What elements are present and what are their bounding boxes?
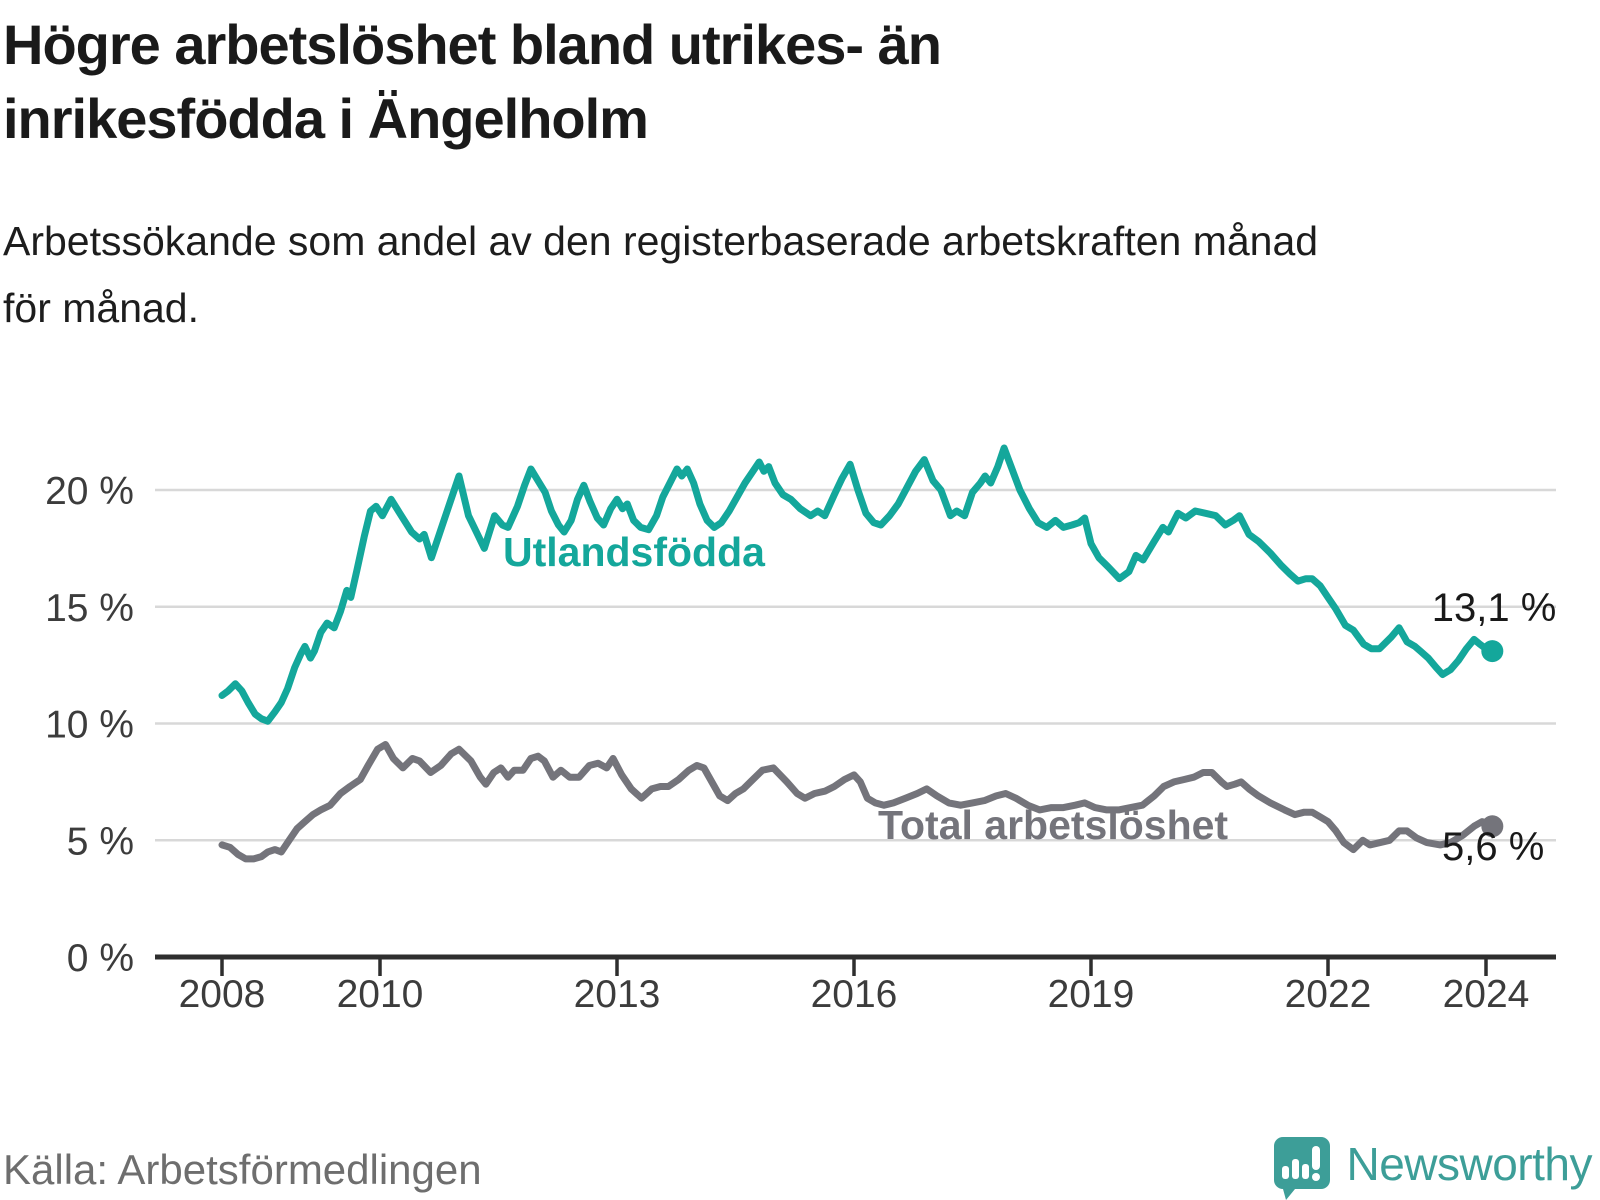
end-dot-utlandsfodda (1481, 640, 1504, 663)
x-axis-label-2013: 2013 (574, 973, 661, 1016)
x-axis-label-2010: 2010 (337, 973, 424, 1016)
source-note: Källa: Arbetsförmedlingen (3, 1146, 482, 1193)
x-axis-label-2024: 2024 (1443, 973, 1530, 1016)
series-label-total-arbetsloshet: Total arbetslöshet (878, 802, 1228, 848)
x-axis-label-2016: 2016 (811, 973, 898, 1016)
title-line-2: inrikesfödda i Ängelholm (3, 87, 649, 150)
chart-subtitle: Arbetssökande som andel av den registerb… (3, 208, 1563, 342)
brand-name: Newsworthy (1346, 1138, 1592, 1190)
series-line-utlandsfodda (218, 444, 1496, 725)
title-line-1: Högre arbetslöshet bland utrikes- än (3, 13, 942, 76)
y-axis-label-0: 0 % (67, 937, 134, 980)
y-axis-label-20: 20 % (45, 470, 134, 513)
subtitle-line-1: Arbetssökande som andel av den registerb… (3, 218, 1319, 264)
end-value-label-utlandsfodda: 13,1 % (1432, 586, 1557, 630)
y-axis-label-10: 10 % (45, 704, 134, 747)
y-axis-label-15: 15 % (45, 587, 134, 630)
series-label-utlandsfodda: Utlandsfödda (503, 529, 766, 575)
series-line-total-arbetsloshet (218, 741, 1496, 863)
x-axis-label-2008: 2008 (179, 973, 266, 1016)
subtitle-line-2: för månad. (3, 285, 199, 331)
end-dot-total-arbetsloshet (1481, 815, 1504, 838)
unemployment-line-chart: 0 % 5 % 10 % 15 % 20 % 2008 2010 2013 2016 2019 20… (45, 444, 1557, 1016)
y-axis-label-5: 5 % (67, 820, 134, 863)
newsworthy-brand: Newsworthy (1270, 1128, 1592, 1200)
newsworthy-logo-icon (1274, 1137, 1331, 1200)
x-axis-label-2019: 2019 (1048, 973, 1135, 1016)
logo-bars-icon (1282, 1146, 1321, 1181)
end-value-label-total-arbetsloshet: 5,6 % (1442, 825, 1544, 869)
page-title: Högre arbetslöshet bland utrikes- än inr… (3, 8, 1303, 156)
x-axis-label-2022: 2022 (1285, 973, 1372, 1016)
